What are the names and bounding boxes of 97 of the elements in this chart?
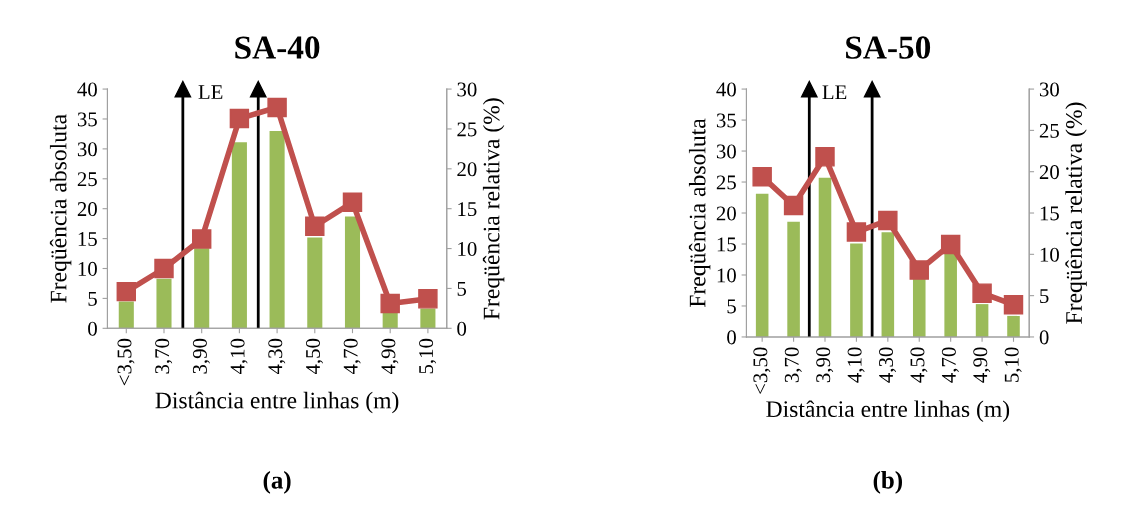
bar [881, 232, 895, 337]
bar [231, 142, 247, 329]
bar [344, 216, 361, 329]
point [267, 97, 287, 118]
text: (b) [873, 471, 903, 494]
y-tick-label: 25 [77, 172, 97, 187]
bar [850, 243, 863, 337]
point [116, 281, 137, 302]
y2-tick-label: 30 [1039, 82, 1059, 97]
bar [156, 278, 172, 329]
y-tick-label: 0 [727, 330, 736, 345]
point [909, 260, 929, 280]
y-tick-label: 30 [77, 142, 97, 157]
point [418, 289, 438, 309]
y-tick-label: 35 [716, 113, 736, 128]
chart-title: SA-50 [846, 36, 931, 59]
x-tick-label: 4,70 [343, 338, 361, 375]
y-tick-label: 0 [88, 321, 97, 336]
x-tick-label: 3,70 [155, 338, 173, 374]
bar [912, 277, 926, 337]
y-axis-title: Freqüência absoluta [49, 114, 72, 303]
bar [818, 177, 832, 337]
point [229, 108, 250, 129]
x-tick-label: <3,50 [117, 338, 135, 386]
y-tick-label: 10 [78, 261, 97, 276]
x-tick-label: 4,10 [230, 338, 248, 375]
x-tick-label: 4,30 [268, 338, 286, 375]
y2-tick-label: 0 [457, 321, 467, 336]
y-tick-label: 20 [77, 202, 97, 217]
y-tick-label: 25 [716, 175, 736, 190]
bar [944, 253, 957, 337]
y-axis-title: Freqüência absoluta [688, 118, 711, 308]
point [752, 166, 772, 187]
y-tick-label: 30 [716, 144, 736, 159]
bar [420, 308, 436, 329]
y2-tick-label: 30 [457, 82, 477, 97]
y-tick-label: 40 [77, 82, 97, 97]
x-axis-title: Distância entre linhas (m) [766, 400, 1010, 422]
point [380, 293, 400, 314]
y2-tick-label: 5 [457, 282, 467, 296]
bar [755, 193, 769, 337]
y-tick-label: 15 [717, 237, 736, 252]
point [1003, 295, 1024, 315]
y2-tick-label: 15 [1040, 206, 1059, 221]
x-tick-label: 4,50 [305, 338, 324, 375]
x-tick-label: 4,50 [910, 347, 928, 383]
x-tick-label: 4,10 [847, 347, 865, 383]
x-tick-label: 4,90 [381, 338, 399, 375]
x-tick-label: 3,90 [816, 347, 834, 383]
y-tick-label: 10 [717, 268, 736, 283]
bar [1007, 315, 1020, 337]
y-tick-label: 15 [78, 232, 97, 247]
x-axis-title: Distância entre linhas (m) [155, 391, 399, 414]
y2-tick-label: 20 [457, 162, 477, 177]
y2-tick-label: 5 [1040, 289, 1049, 304]
x-tick-label: 3,70 [784, 347, 802, 383]
y2-tick-label: 25 [457, 122, 477, 137]
y2-tick-label: 10 [458, 241, 477, 256]
x-tick-label: 4,30 [878, 347, 897, 383]
y2-tick-label: 15 [458, 202, 477, 217]
point [154, 258, 174, 279]
x-tick-label: 5,10 [419, 338, 437, 374]
ref-line-label: LE [822, 85, 847, 100]
point [342, 192, 363, 213]
bar [269, 130, 285, 329]
y-tick-label: 5 [727, 299, 736, 314]
point [305, 216, 325, 236]
point [191, 229, 212, 249]
x-tick-label: 4,70 [941, 347, 959, 383]
y-tick-label: 5 [88, 291, 97, 306]
y2-tick-label: 10 [1040, 247, 1059, 262]
y2-axis-title: Freqüência relativa (%) [1065, 102, 1087, 324]
y2-tick-label: 20 [1039, 165, 1059, 180]
point [783, 195, 804, 216]
bar [787, 221, 800, 337]
bar [118, 301, 134, 329]
bar [194, 248, 210, 329]
y2-axis-title: Freqüência relativa (%) [482, 98, 505, 320]
x-tick-label: 3,90 [192, 338, 210, 374]
point [878, 210, 898, 231]
point [972, 283, 992, 303]
point [940, 234, 961, 255]
x-tick-label: 4,90 [973, 347, 991, 383]
y-tick-label: 20 [716, 206, 736, 221]
bar [307, 237, 323, 329]
chart-title: SA-40 [235, 36, 320, 59]
y-tick-label: 40 [716, 82, 736, 97]
x-tick-label: <3,50 [753, 347, 771, 394]
point [815, 147, 835, 167]
x-tick-label: 5,10 [1004, 347, 1022, 382]
y2-tick-label: 0 [1039, 330, 1049, 345]
ref-line-label: LE [198, 85, 223, 99]
point [846, 222, 867, 242]
text: (a) [263, 471, 291, 494]
y2-tick-label: 25 [1039, 123, 1059, 138]
y-tick-label: 35 [77, 112, 97, 127]
bar [975, 304, 989, 337]
